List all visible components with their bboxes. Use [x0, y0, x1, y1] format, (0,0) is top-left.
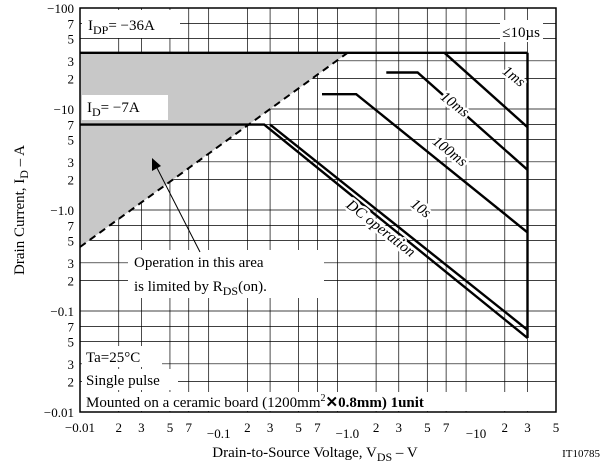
- x-tick-label: 3: [138, 420, 145, 435]
- x-tick-label: −0.1: [207, 426, 231, 441]
- y-tick-label: 3: [68, 54, 75, 69]
- y-tick-label: 3: [68, 357, 75, 372]
- y-tick-label: 3: [68, 256, 75, 271]
- line: [443, 51, 529, 129]
- y-tick-label: 5: [68, 31, 75, 46]
- y-tick-label: 7: [68, 219, 75, 234]
- y-tick-label: 5: [68, 132, 75, 147]
- pulse-note: Single pulse: [86, 373, 160, 389]
- line: [80, 123, 529, 339]
- x-tick-label: 5: [424, 420, 431, 435]
- label-bg: [82, 10, 180, 38]
- area-note: is limited by RDS(on).: [134, 279, 267, 298]
- x-tick-label: −1.0: [336, 426, 360, 441]
- x-tick-label: 7: [186, 420, 193, 435]
- plot-frame: [79, 7, 557, 413]
- x-tick-label: 2: [502, 420, 509, 435]
- line: [386, 71, 529, 171]
- y-tick-label: 2: [68, 274, 75, 289]
- arrow: [155, 165, 201, 253]
- idp-label: IDP= −36A: [88, 18, 155, 37]
- y-tick-label: 2: [68, 173, 75, 188]
- x-tick-label: −10: [466, 426, 486, 441]
- x-tick-label: 2: [244, 420, 251, 435]
- label-bg: [82, 392, 544, 411]
- label-bg: [128, 250, 324, 298]
- label-bg: [82, 346, 162, 367]
- figure-code: IT10785: [562, 448, 600, 460]
- x-tick-label: 7: [314, 420, 321, 435]
- x-tick-label: 3: [524, 420, 531, 435]
- y-tick-label: 3: [68, 155, 75, 170]
- y-tick-label: −10: [54, 102, 74, 117]
- label-bg: [82, 369, 178, 390]
- x-tick-label: −0.01: [65, 420, 95, 435]
- board-note: Mounted on a ceramic board (1200mm2✕0.8m…: [86, 393, 424, 411]
- label-bg: [500, 20, 543, 42]
- x-tick-label: 2: [373, 420, 380, 435]
- y-tick-label: 7: [68, 320, 75, 335]
- area-note: Operation in this area: [134, 255, 264, 271]
- x-tick-label: 5: [553, 420, 560, 435]
- y-tick-label: 7: [68, 17, 75, 32]
- pulse-label: ≤10µs: [502, 25, 540, 41]
- x-tick-label: 3: [267, 420, 274, 435]
- y-tick-label: 7: [68, 118, 75, 133]
- x-tick-label: 7: [443, 420, 450, 435]
- y-axis-title: Drain Current, ID – A: [12, 145, 31, 275]
- y-tick-label: −0.01: [44, 405, 74, 420]
- y-tick-label: −0.1: [50, 304, 74, 319]
- id-label: ID= −7A: [87, 100, 140, 119]
- y-tick-label: −100: [47, 1, 74, 16]
- ta-label: Ta=25°C: [86, 350, 140, 366]
- x-axis-title: Drain-to-Source Voltage, VDS – V: [212, 445, 418, 464]
- y-tick-label: 5: [68, 334, 75, 349]
- y-tick-label: 2: [68, 375, 75, 390]
- arrow-head: [152, 158, 161, 171]
- line: [269, 123, 529, 331]
- label-bg: [82, 95, 168, 120]
- x-tick-label: 3: [396, 420, 403, 435]
- line: [322, 93, 529, 234]
- y-tick-label: 2: [68, 72, 75, 87]
- x-tick-label: 5: [295, 420, 302, 435]
- x-tick-label: 5: [167, 420, 174, 435]
- y-tick-label: −1.0: [50, 203, 74, 218]
- x-tick-label: 2: [115, 420, 122, 435]
- y-tick-label: 5: [68, 233, 75, 248]
